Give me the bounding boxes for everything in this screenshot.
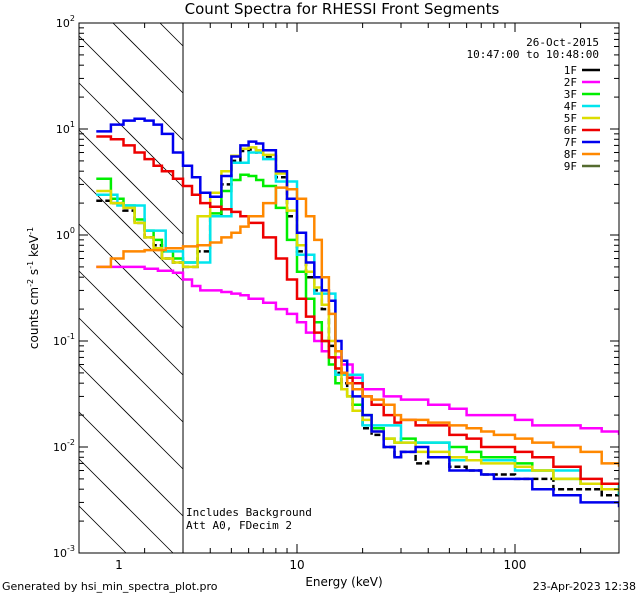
hatch-line bbox=[78, 223, 184, 329]
legend-label-1f: 1F bbox=[564, 64, 577, 77]
hatch-line bbox=[78, 35, 184, 141]
footer-timestamp: 23-Apr-2023 12:38 bbox=[532, 580, 636, 593]
hatch-line bbox=[78, 458, 174, 554]
legend-label-6f: 6F bbox=[564, 124, 577, 137]
hatch-line bbox=[78, 317, 184, 423]
chart-title: Count Spectra for RHESSI Front Segments bbox=[185, 0, 500, 18]
hatch-line bbox=[78, 270, 184, 376]
annotation-attenuator: Att A0, FDecim 2 bbox=[186, 519, 292, 532]
y-tick-label: 10-2 bbox=[53, 438, 75, 454]
series-group bbox=[96, 117, 619, 508]
hatch-line bbox=[78, 82, 184, 188]
y-tick-label: 102 bbox=[56, 14, 75, 30]
series-line-7f bbox=[96, 117, 619, 508]
x-tick-label: 1 bbox=[115, 558, 123, 572]
hatch-line bbox=[78, 129, 184, 235]
y-tick-label: 100 bbox=[56, 226, 75, 242]
series-line-2f bbox=[96, 265, 619, 435]
hatch-line bbox=[78, 364, 184, 470]
axes-group: 10 100 1 10-3 10-2 10-1 100 101 102 bbox=[53, 14, 620, 572]
series-line-3f bbox=[96, 173, 619, 496]
y-tick-label: 10-1 bbox=[53, 332, 75, 348]
legend-label-3f: 3F bbox=[564, 88, 577, 101]
hatch-line bbox=[78, 505, 127, 554]
legend-label-5f: 5F bbox=[564, 112, 577, 125]
series-line-4f bbox=[96, 151, 619, 496]
series-line-6f bbox=[96, 135, 619, 486]
y-axis-label: counts cm-2 s-1 keV-1 bbox=[26, 227, 41, 349]
date-label: 26-Oct-2015 bbox=[526, 36, 599, 49]
x-tick-label: 10 bbox=[289, 558, 304, 572]
y-tick-label: 101 bbox=[56, 120, 75, 136]
attenuator-hatch-region bbox=[78, 22, 184, 554]
plot-frame bbox=[78, 22, 620, 554]
hatch-line bbox=[78, 411, 184, 517]
legend-label-4f: 4F bbox=[564, 100, 577, 113]
time-range-label: 10:47:00 to 10:48:00 bbox=[467, 48, 599, 61]
series-line-5f bbox=[96, 146, 619, 492]
y-tick-label: 10-3 bbox=[53, 544, 75, 560]
series-line-8f bbox=[96, 186, 619, 467]
hatch-line bbox=[112, 22, 184, 94]
hatch-line bbox=[78, 176, 184, 282]
hatch-line bbox=[159, 22, 184, 47]
annotation-background: Includes Background bbox=[186, 506, 312, 519]
footer-generated-by: Generated by hsi_min_spectra_plot.pro bbox=[2, 580, 218, 593]
legend-label-2f: 2F bbox=[564, 76, 577, 89]
x-axis-label: Energy (keV) bbox=[305, 575, 382, 589]
x-tick-label: 100 bbox=[504, 558, 527, 572]
legend-label-9f: 9F bbox=[564, 160, 577, 173]
legend-label-7f: 7F bbox=[564, 136, 577, 149]
legend-label-8f: 8F bbox=[564, 148, 577, 161]
